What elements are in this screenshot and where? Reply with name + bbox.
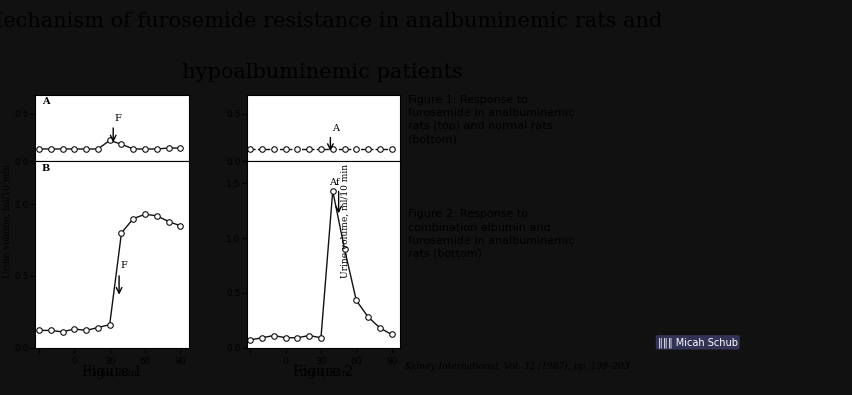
Text: hypoalbuminemic patients: hypoalbuminemic patients: [182, 63, 463, 82]
X-axis label: Time, min: Time, min: [298, 369, 348, 378]
Text: Figure 2: Response to
combination albumin and
furosemide in analbuminemic
rats (: Figure 2: Response to combination albumi…: [408, 209, 575, 259]
Text: Figure 2: Figure 2: [293, 365, 354, 379]
Text: ‖‖‖ Micah Schub: ‖‖‖ Micah Schub: [658, 337, 738, 348]
Text: F: F: [114, 114, 121, 123]
Text: Figure 1: Figure 1: [82, 365, 142, 379]
Text: A: A: [42, 97, 49, 106]
Text: Urine volume, ml/10 min: Urine volume, ml/10 min: [341, 164, 349, 278]
Text: F: F: [120, 261, 127, 270]
Text: Af: Af: [329, 177, 340, 186]
Text: B: B: [42, 164, 50, 173]
X-axis label: Time, min: Time, min: [87, 369, 137, 378]
Text: A: A: [331, 124, 338, 133]
Text: Figure 1: Response to
furosemide in analbuminemic
rats (top) and normal rats
(bo: Figure 1: Response to furosemide in anal…: [408, 95, 575, 145]
Text: Kidney International, Vol. 32 (1987), pp. 198–203: Kidney International, Vol. 32 (1987), pp…: [404, 362, 630, 371]
Text: Urine volume, ml/10 min: Urine volume, ml/10 min: [3, 164, 11, 278]
Text: Mechanism of furosemide resistance in analbuminemic rats and: Mechanism of furosemide resistance in an…: [0, 12, 663, 31]
